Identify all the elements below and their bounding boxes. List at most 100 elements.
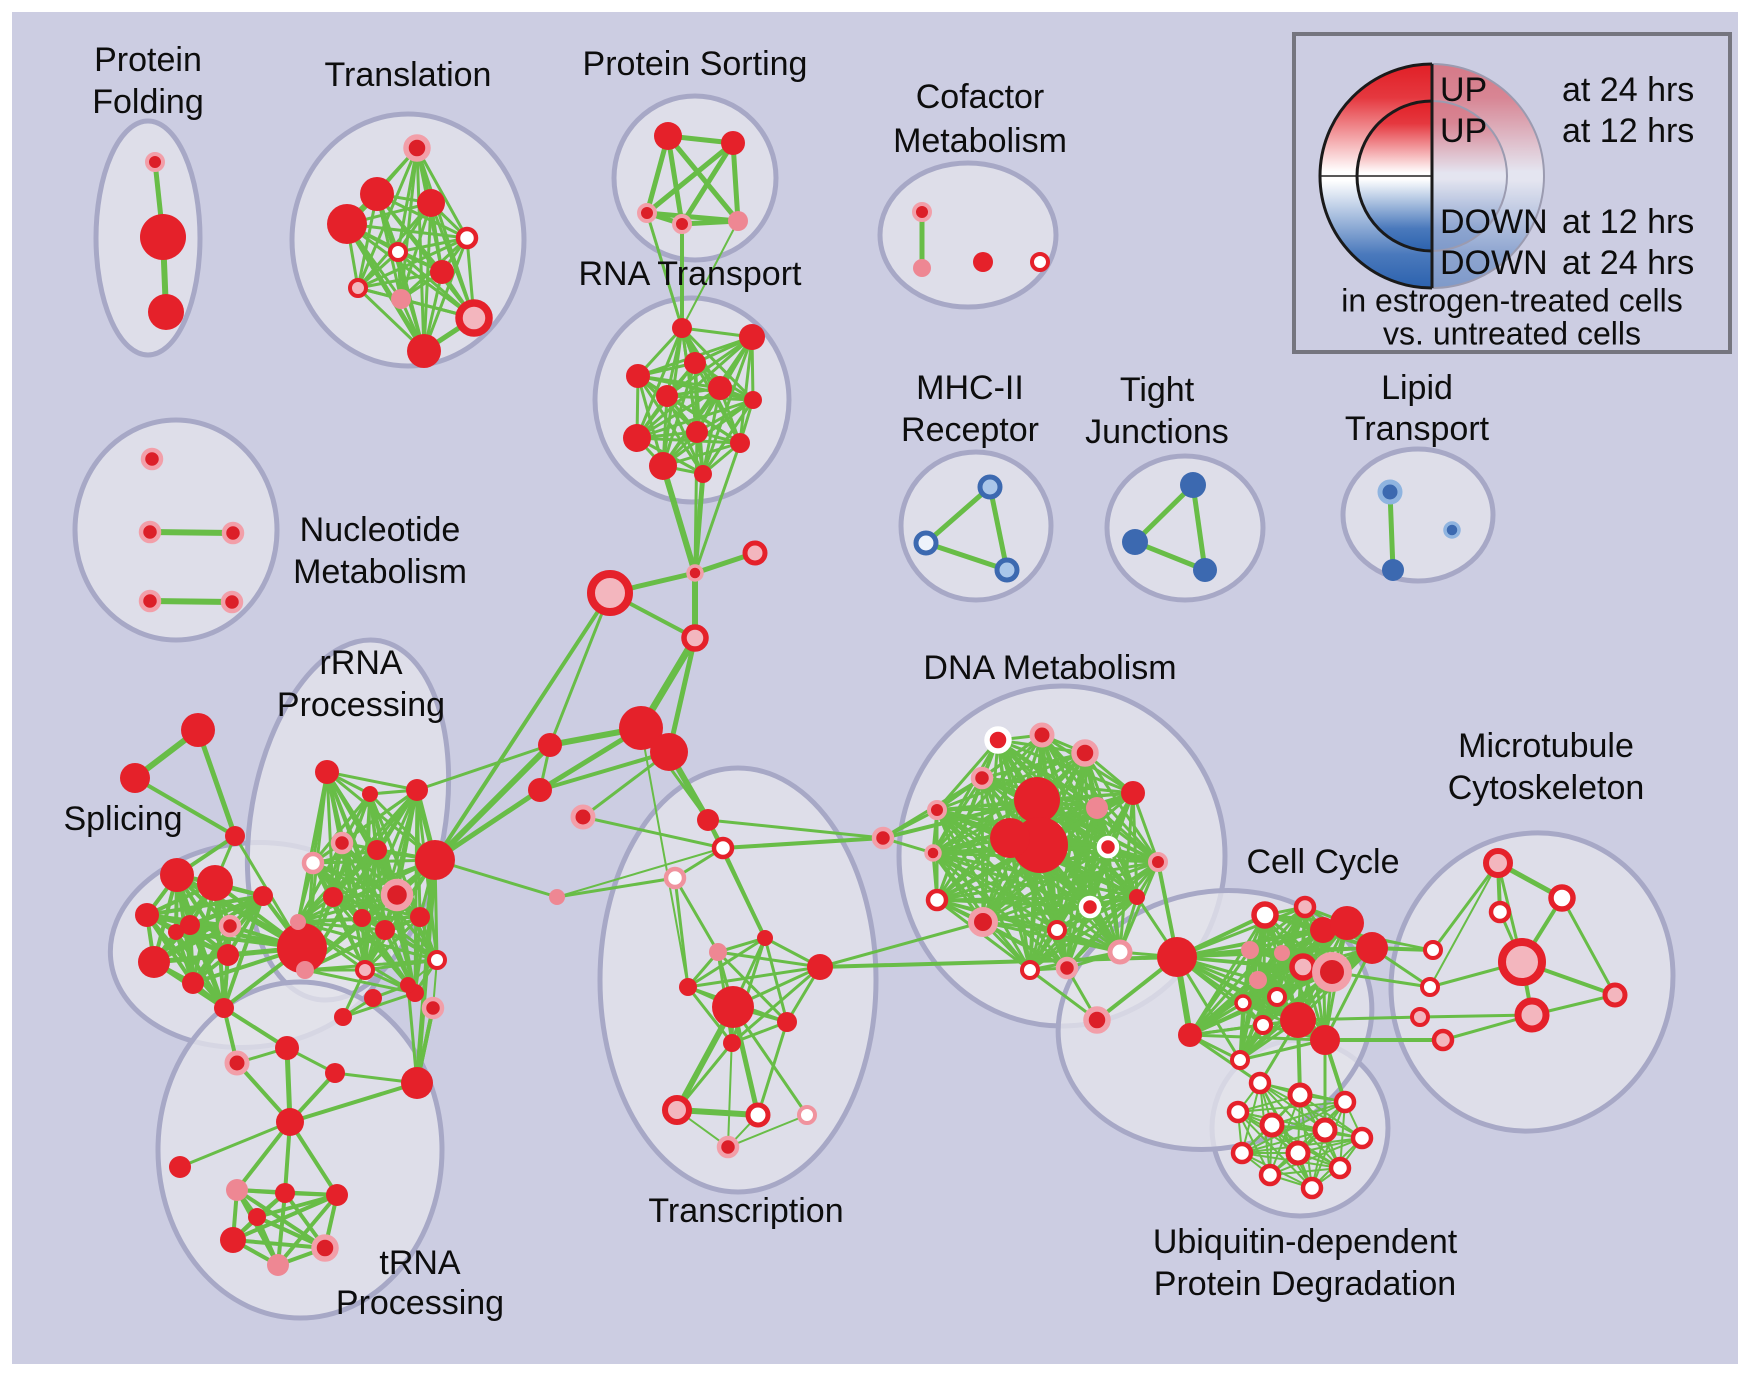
legend-direction-label: UP: [1440, 112, 1487, 150]
edge: [1269, 1167, 1341, 1176]
legend-box: [1292, 32, 1732, 354]
edge: [763, 936, 789, 1024]
cluster-ellipse-cofactor-metabolism: [877, 160, 1059, 310]
gene-node: [1410, 1007, 1430, 1027]
gene-node: [684, 352, 706, 374]
gene-node: [1029, 722, 1055, 748]
gene-node: [248, 1208, 266, 1226]
gene-node: [708, 376, 732, 400]
gene-node: [913, 530, 939, 556]
legend-time-label: at 12 hrs: [1562, 203, 1694, 241]
cluster-label-protein-folding: Folding: [92, 83, 204, 121]
gene-node: [327, 204, 367, 244]
gene-node: [730, 433, 750, 453]
gene-node: [1431, 1028, 1455, 1052]
gene-node: [348, 278, 368, 298]
edge: [686, 985, 734, 1045]
gene-node: [1602, 982, 1628, 1008]
gene-node: [1129, 889, 1145, 905]
cluster-label-trna-processing: Processing: [336, 1284, 504, 1322]
gene-node: [1030, 252, 1050, 272]
legend-time-label: at 24 hrs: [1562, 244, 1694, 282]
gene-node: [1377, 479, 1403, 505]
gene-node: [662, 1095, 692, 1125]
cluster-label-transcription: Transcription: [648, 1192, 843, 1230]
edge: [923, 484, 993, 546]
cluster-label-mhc-ii-receptor: MHC-II: [916, 369, 1024, 407]
edge: [666, 635, 698, 755]
gene-node: [745, 1102, 771, 1128]
gene-node: [181, 713, 215, 747]
edge: [665, 133, 741, 224]
edge: [325, 770, 419, 792]
gene-node: [686, 564, 704, 582]
edge: [730, 140, 741, 224]
cluster-label-tight-junctions: Junctions: [1085, 413, 1229, 451]
gene-node: [296, 961, 314, 979]
edge: [276, 1193, 339, 1267]
edge: [987, 484, 1010, 573]
edge: [1237, 1111, 1313, 1189]
cluster-label-ubiquitin-degradation: Ubiquitin-dependent: [1153, 1223, 1458, 1261]
edge: [222, 1006, 289, 1050]
gene-node: [739, 324, 765, 350]
gene-node: [1420, 977, 1440, 997]
gene-node: [421, 996, 445, 1020]
gene-node: [1285, 1140, 1311, 1166]
gene-node: [1234, 994, 1252, 1012]
gene-node: [797, 1105, 817, 1125]
edge: [311, 792, 372, 865]
legend-time-label: at 12 hrs: [1562, 112, 1694, 150]
edge: [296, 841, 344, 924]
edge: [660, 463, 698, 576]
gene-node: [380, 878, 414, 912]
gene-node: [977, 474, 1003, 500]
gene-node: [538, 733, 562, 757]
gene-node: [1020, 960, 1040, 980]
edge: [1269, 1137, 1363, 1176]
edge: [432, 787, 543, 863]
gene-node: [686, 421, 708, 443]
edge: [931, 851, 1139, 899]
edge: [133, 776, 237, 838]
gene-node: [913, 259, 931, 277]
edge: [1431, 861, 1500, 952]
gene-node: [994, 557, 1020, 583]
edge: [433, 591, 612, 862]
cluster-label-dna-metabolism: DNA Metabolism: [923, 649, 1176, 687]
gene-node: [619, 706, 663, 750]
edge: [923, 540, 1010, 573]
edge: [331, 895, 417, 995]
edge: [1237, 1101, 1346, 1113]
edge: [344, 221, 427, 354]
gene-node: [1267, 987, 1287, 1007]
gene-node: [253, 886, 273, 906]
edge: [661, 398, 755, 468]
edge: [1238, 978, 1260, 1062]
edge: [935, 808, 1032, 972]
gene-node: [1310, 1025, 1340, 1055]
edge: [635, 398, 755, 440]
edge: [255, 1193, 339, 1219]
gene-node: [325, 1063, 345, 1083]
edge: [235, 1120, 292, 1192]
edge: [1028, 895, 1139, 972]
edge: [432, 742, 553, 863]
gene-node: [1047, 920, 1067, 940]
legend-right-outline: [1431, 63, 1545, 289]
edge: [716, 950, 789, 1024]
gene-node: [650, 733, 688, 771]
gene-node: [637, 203, 657, 223]
gene-node: [712, 986, 754, 1028]
gene-node: [716, 1135, 740, 1159]
gene-node: [353, 909, 371, 927]
edge: [396, 236, 469, 254]
cluster-ellipse-mhc-ii-receptor: [898, 449, 1054, 603]
gene-node: [1350, 1126, 1374, 1150]
gene-node: [1071, 739, 1099, 767]
gene-node: [415, 840, 455, 880]
cluster-label-trna-processing: tRNA: [379, 1244, 461, 1282]
edge: [429, 201, 476, 320]
gene-node: [168, 924, 184, 940]
edge: [635, 436, 742, 445]
